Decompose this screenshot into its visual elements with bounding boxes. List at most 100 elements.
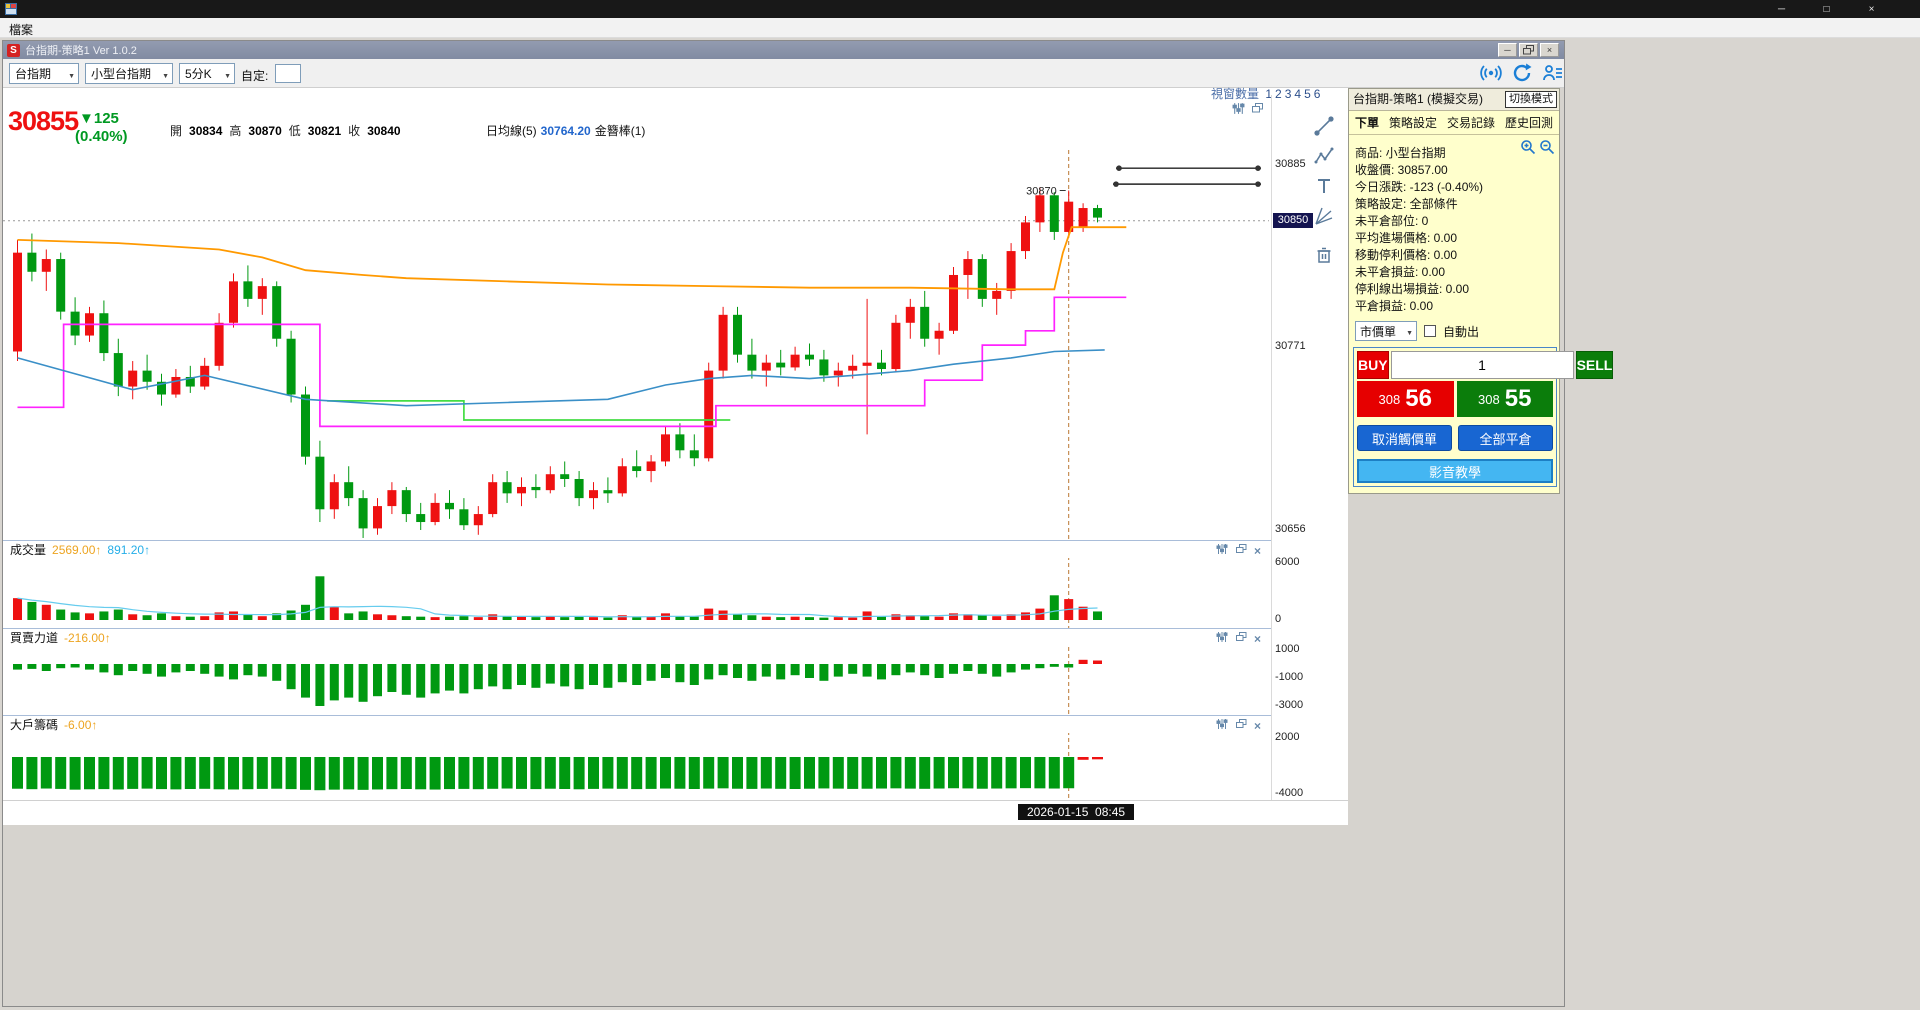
window-count-2[interactable]: 2 xyxy=(1275,87,1282,101)
period-select[interactable]: 5分K xyxy=(179,63,235,84)
zoom-in-icon[interactable] xyxy=(1520,139,1536,158)
trend-line-tool[interactable] xyxy=(1311,113,1337,139)
force-axis-label: 1000 xyxy=(1275,643,1300,655)
force-title: 買賣力道 xyxy=(10,631,59,645)
quantity-input[interactable] xyxy=(1390,351,1574,379)
close-all-positions-button[interactable]: 全部平倉 xyxy=(1458,425,1553,451)
cancel-trigger-orders-button[interactable]: 取消觸價單 xyxy=(1357,425,1452,451)
switch-mode-button[interactable]: 切換模式 xyxy=(1505,91,1557,108)
refresh-icon[interactable] xyxy=(1511,62,1533,84)
indicator-settings-icon[interactable] xyxy=(1216,718,1228,733)
price-chart-svg[interactable]: 30870 xyxy=(3,95,1271,805)
maximize-button[interactable]: □ xyxy=(1823,3,1830,15)
indicator-settings-icon[interactable] xyxy=(1216,631,1228,646)
info-closed-pnl: 平倉損益: 0.00 xyxy=(1355,299,1434,313)
period-select-value: 5分K xyxy=(185,67,212,81)
account-list-icon[interactable] xyxy=(1542,62,1564,84)
window-titlebar: ─ □ × xyxy=(0,0,1920,18)
volume-axis-label: 6000 xyxy=(1275,556,1300,568)
force-axis-label: -3000 xyxy=(1275,699,1304,711)
popout-icon[interactable] xyxy=(1251,102,1264,118)
chart-toolbar: 台指期 小型台指期 5分K 自定: xyxy=(3,59,1564,88)
sell-price-prefix: 308 xyxy=(1478,391,1500,407)
popout-icon[interactable] xyxy=(1235,631,1247,646)
sell-price-box[interactable]: 308 55 xyxy=(1456,381,1553,417)
window-count-4[interactable]: 4 xyxy=(1294,87,1302,101)
low-label: 低 xyxy=(288,124,301,138)
time-axis: 2026-01-15 08:45 xyxy=(3,800,1348,825)
popout-icon[interactable] xyxy=(1235,543,1247,558)
last-price-tag: 30850 xyxy=(1273,213,1313,228)
tab-order[interactable]: 下單 xyxy=(1355,116,1380,130)
volume-panel-header: 成交量 2569.00↑ 891.20↑ × xyxy=(3,540,1271,558)
video-tutorial-button[interactable]: 影音教學 xyxy=(1357,459,1553,483)
last-price: 30855 xyxy=(8,106,79,136)
auto-close-checkbox[interactable] xyxy=(1424,325,1436,337)
chips-title: 大戶籌碼 xyxy=(10,718,59,732)
chevron-down-icon xyxy=(219,67,231,81)
buy-price-big: 56 xyxy=(1405,385,1432,412)
order-type-row: 市價單 自動出 xyxy=(1355,321,1479,341)
window-count-6[interactable]: 6 xyxy=(1313,87,1321,101)
high-value: 30870 xyxy=(248,124,282,138)
window-count-5[interactable]: 5 xyxy=(1304,87,1311,101)
price-axis-label: 30656 xyxy=(1275,523,1306,535)
chips-axis-label: 2000 xyxy=(1275,731,1300,743)
text-tool[interactable] xyxy=(1311,173,1337,199)
info-strategy-setting: 策略設定: 全部條件 xyxy=(1355,197,1458,211)
polyline-tool[interactable] xyxy=(1311,143,1337,169)
close-button[interactable]: × xyxy=(1868,3,1875,15)
tab-strategy-settings[interactable]: 策略設定 xyxy=(1389,116,1438,130)
close-panel-icon[interactable]: × xyxy=(1253,718,1261,733)
chips-value: -6.00↑ xyxy=(64,717,98,732)
indicator-label: 金簪棒(1) xyxy=(594,124,646,138)
child-close-button[interactable]: × xyxy=(1540,43,1559,57)
broadcast-icon[interactable] xyxy=(1480,62,1502,84)
info-product: 商品: 小型台指期 xyxy=(1355,146,1446,160)
indicator-settings-icon[interactable] xyxy=(1216,543,1228,558)
info-open-pnl: 未平倉損益: 0.00 xyxy=(1355,265,1446,279)
tab-trade-log[interactable]: 交易記錄 xyxy=(1447,116,1496,130)
ma-value: 30764.20 xyxy=(540,124,591,138)
product-select[interactable]: 小型台指期 xyxy=(85,63,173,84)
custom-period-input[interactable] xyxy=(275,64,301,83)
child-minimize-button[interactable]: ─ xyxy=(1498,43,1517,57)
symbol-select-value: 台指期 xyxy=(15,67,52,81)
zoom-out-icon[interactable] xyxy=(1539,139,1555,158)
sell-button[interactable]: SELL xyxy=(1575,351,1614,379)
buy-button[interactable]: BUY xyxy=(1357,351,1389,379)
force-panel-header: 買賣力道 -216.00↑ × xyxy=(3,628,1271,646)
child-window-controls: ─ × xyxy=(1498,43,1559,57)
info-stopline-pnl: 停利線出場損益: 0.00 xyxy=(1355,282,1470,296)
window-count-1[interactable]: 1 xyxy=(1265,87,1273,101)
window-count-3[interactable]: 3 xyxy=(1284,87,1292,101)
volume-value-1: 2569.00↑ xyxy=(52,542,102,557)
chevron-down-icon xyxy=(1401,324,1413,338)
close-panel-icon[interactable]: × xyxy=(1253,543,1261,558)
price-change-pct: (0.40%) xyxy=(75,128,128,145)
open-label: 開 xyxy=(170,124,183,138)
delete-drawing-tool[interactable] xyxy=(1311,241,1337,267)
menu-file[interactable]: 檔案 xyxy=(9,23,34,37)
custom-period-label: 自定: xyxy=(241,69,269,83)
app-logo: S xyxy=(7,43,20,57)
chevron-down-icon xyxy=(63,67,75,81)
fan-lines-tool[interactable] xyxy=(1311,203,1337,229)
symbol-select[interactable]: 台指期 xyxy=(9,63,79,84)
ohlc-row: 開 30834 高 30870 低 30821 收 30840 xyxy=(170,122,401,139)
popout-icon[interactable] xyxy=(1235,718,1247,733)
indicator-settings-icon[interactable] xyxy=(1232,102,1245,118)
high-label: 高 xyxy=(229,124,242,138)
price-axis-label: 30771 xyxy=(1275,340,1306,352)
order-buttons-row: 取消觸價單 全部平倉 xyxy=(1357,425,1553,451)
close-panel-icon[interactable]: × xyxy=(1253,631,1261,646)
buy-price-box[interactable]: 308 56 xyxy=(1357,381,1454,417)
minimize-button[interactable]: ─ xyxy=(1777,3,1786,15)
chips-axis-label: -4000 xyxy=(1275,787,1304,799)
child-restore-button[interactable] xyxy=(1519,43,1538,57)
tab-backtest[interactable]: 歷史回測 xyxy=(1505,116,1554,130)
strategy-panel: 台指期-策略1 (模擬交易) 切換模式 下單 策略設定 交易記錄 歷史回測 商品… xyxy=(1348,88,1614,494)
order-type-select[interactable]: 市價單 xyxy=(1355,321,1417,341)
